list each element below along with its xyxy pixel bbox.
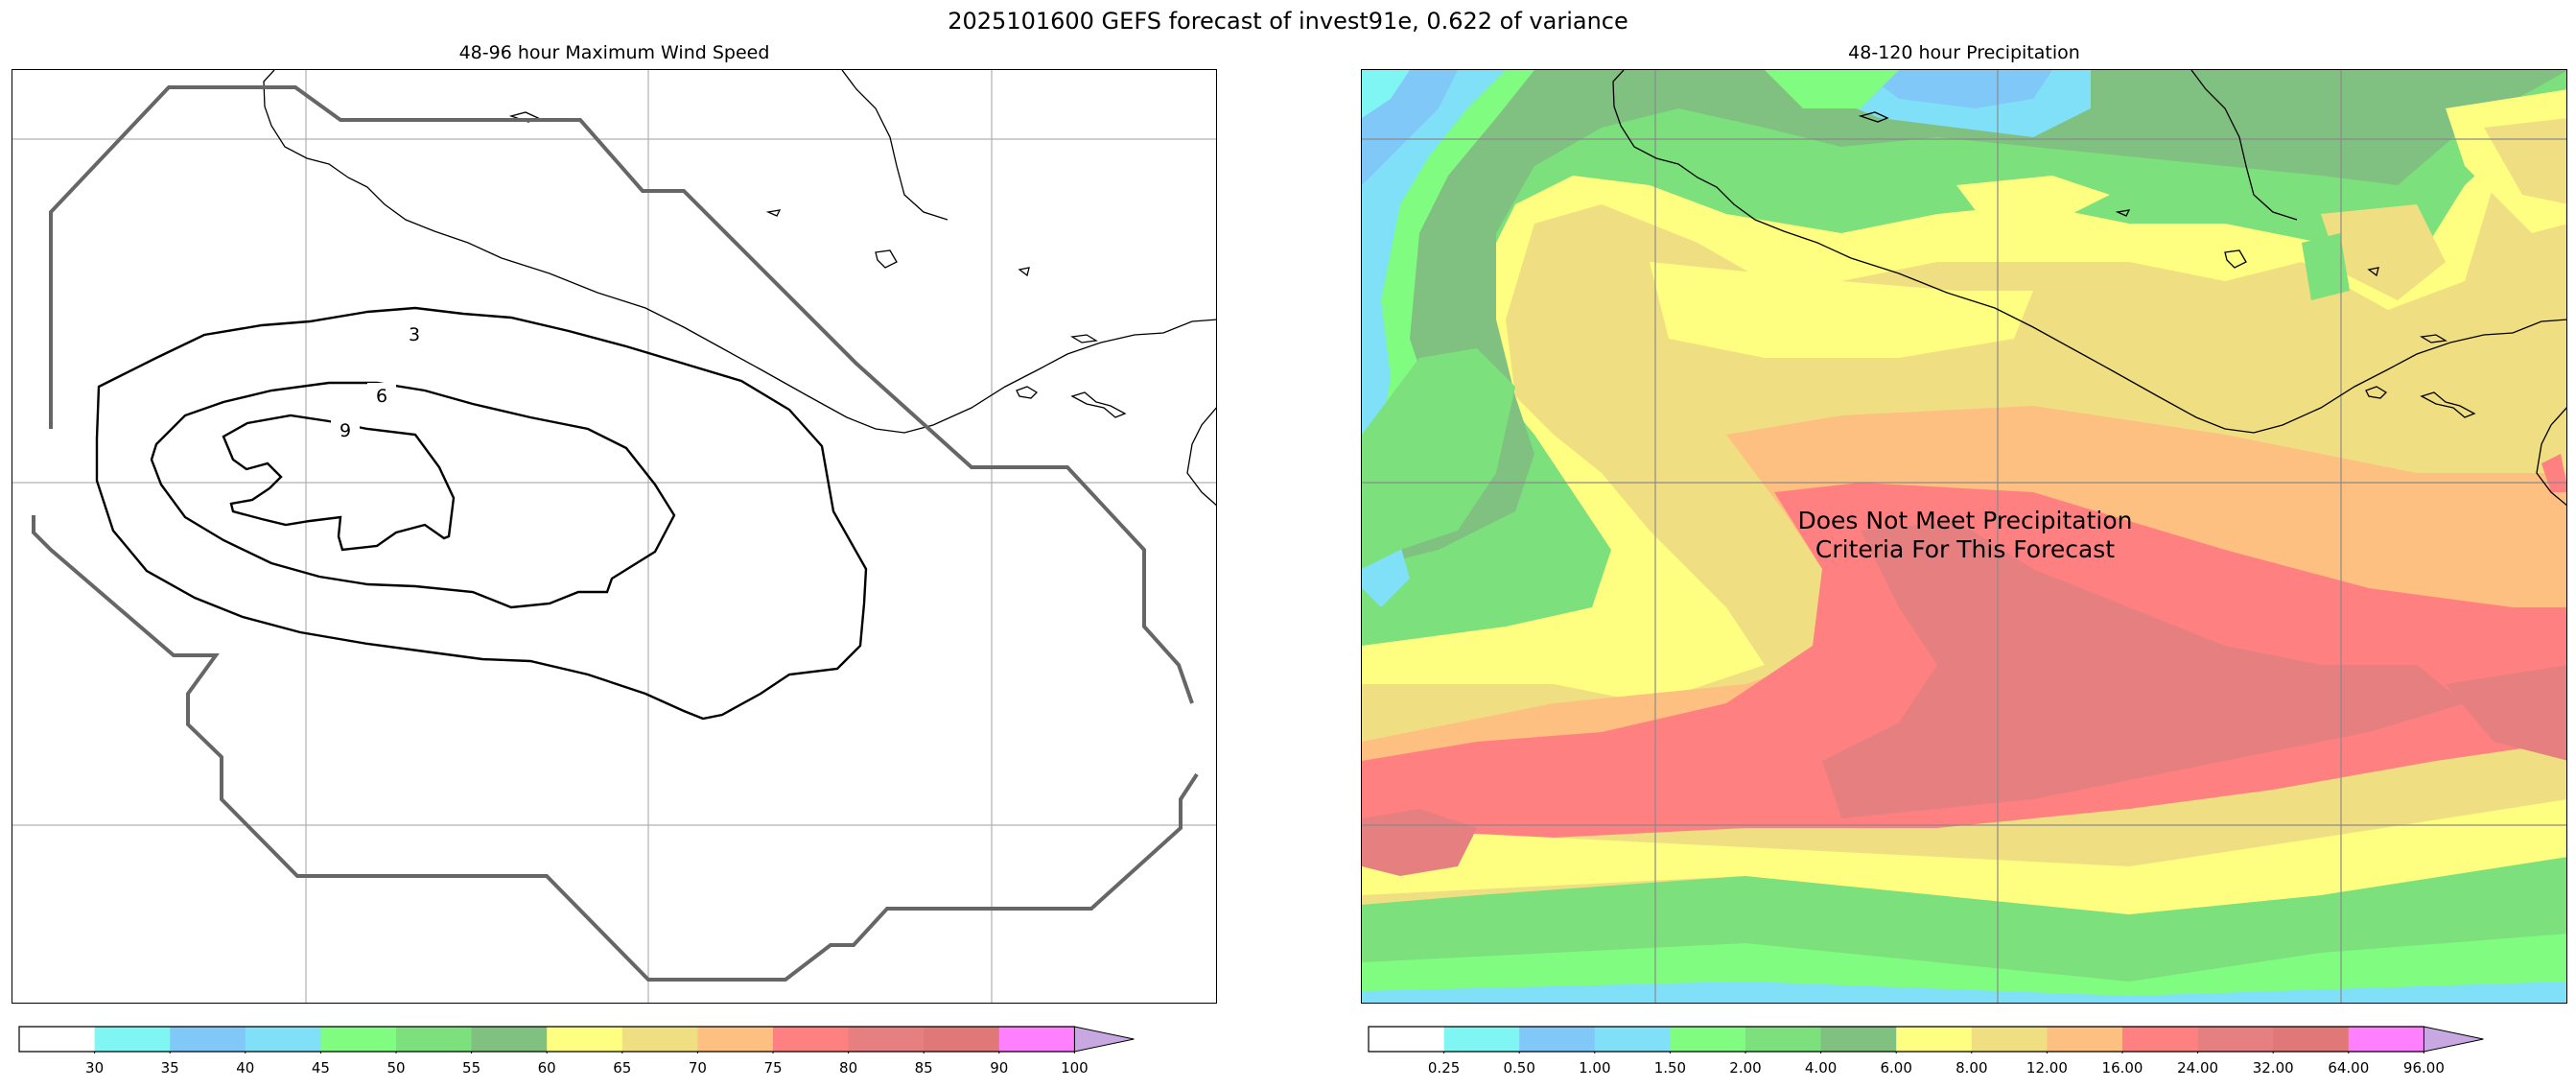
precip-colorbar-tick-label: 1.50 [1653, 1059, 1687, 1077]
wind-colorbar-tick-label: 75 [763, 1059, 783, 1077]
precip-colorbar-segment [2273, 1027, 2350, 1052]
precip-colorbar-tick-label: 0.50 [1503, 1059, 1535, 1077]
precip-fill [1362, 70, 2566, 1003]
wind-speed-map[interactable]: 3 6 9 [12, 69, 1217, 1004]
precip-colorbar [1368, 1026, 2484, 1053]
wind-colorbar-tick-label: 30 [85, 1059, 105, 1077]
precip-colorbar-segment [1594, 1027, 1671, 1052]
precip-colorbar-tick-label: 12.00 [2026, 1059, 2068, 1077]
precip-colorbar-tick-label: 32.00 [2252, 1059, 2294, 1077]
wind-colorbar-tick-label: 100 [1061, 1059, 1089, 1077]
wind-colorbar-segment [848, 1027, 925, 1052]
wind-colorbar-tick-label: 65 [613, 1059, 632, 1077]
precip-colorbar-segment [2047, 1027, 2123, 1052]
gefs-swath-outline [32, 85, 1199, 982]
contour-label-9: 9 [340, 420, 351, 441]
coastline [1612, 70, 2566, 507]
wind-colorbar-segment [245, 1027, 321, 1052]
precip-panel-title: 48-120 hour Precipitation [1848, 42, 2080, 63]
wind-colorbar-segment [773, 1027, 850, 1052]
wind-panel-title: 48-96 hour Maximum Wind Speed [458, 42, 770, 63]
message-line-1: Does Not Meet Precipitation [1797, 507, 2133, 534]
coastline [263, 70, 1216, 507]
precip-colorbar-tick-label: 8.00 [1955, 1059, 1988, 1077]
wind-colorbar-tick-label: 80 [839, 1059, 858, 1077]
precip-colorbar-tick-label: 96.00 [2402, 1059, 2445, 1077]
message-line-2: Criteria For This Forecast [1815, 535, 2116, 563]
wind-colorbar [18, 1026, 1135, 1053]
precip-colorbar-tick-label: 1.00 [1579, 1059, 1611, 1077]
precip-criteria-message: Does Not Meet Precipitation Criteria For… [1362, 507, 2566, 564]
precipitation-map[interactable]: Does Not Meet Precipitation Criteria For… [1361, 69, 2567, 1004]
precip-colorbar-segment [1896, 1027, 1973, 1052]
wind-colorbar-tick-label: 70 [688, 1059, 707, 1077]
precip-colorbar-segment [1820, 1027, 1897, 1052]
wind-contours [95, 306, 868, 721]
wind-colorbar-tick-label: 85 [914, 1059, 933, 1077]
precip-colorbar-segment [1670, 1027, 1746, 1052]
wind-colorbar-tick-label: 55 [462, 1059, 481, 1077]
wind-colorbar-segment [396, 1027, 473, 1052]
figure-title: 2025101600 GEFS forecast of invest91e, 0… [948, 8, 1628, 35]
wind-colorbar-segment [19, 1027, 96, 1052]
precip-colorbar-segment [1745, 1027, 1822, 1052]
precip-colorbar-segment [1443, 1027, 1520, 1052]
precip-colorbar-tick-label: 6.00 [1880, 1059, 1912, 1077]
wind-colorbar-segment [471, 1027, 548, 1052]
wind-colorbar-segment [547, 1027, 623, 1052]
gridlines [12, 70, 1216, 1003]
wind-colorbar-tick-label: 60 [537, 1059, 556, 1077]
precip-colorbar-tick-label: 2.00 [1729, 1059, 1762, 1077]
precip-colorbar-segment [1519, 1027, 1596, 1052]
wind-colorbar-tick-label: 50 [386, 1059, 406, 1077]
wind-colorbar-tick-label: 45 [311, 1059, 330, 1077]
wind-colorbar-segment [998, 1027, 1075, 1052]
wind-colorbar-tick-label: 35 [160, 1059, 179, 1077]
precip-colorbar-tick-label: 4.00 [1804, 1059, 1838, 1077]
precip-colorbar-extend-arrow [2423, 1026, 2484, 1053]
wind-colorbar-segment [697, 1027, 774, 1052]
wind-colorbar-segment [924, 1027, 1000, 1052]
precip-colorbar-segment [2348, 1027, 2424, 1052]
wind-map-canvas: 3 6 9 [12, 70, 1216, 1003]
wind-colorbar-segment [170, 1027, 246, 1052]
contour-label-3: 3 [409, 324, 420, 345]
wind-colorbar-tick-label: 40 [236, 1059, 255, 1077]
contour-label-6: 6 [376, 386, 387, 407]
wind-colorbar-segment [94, 1027, 171, 1052]
precip-colorbar-segment [1971, 1027, 2048, 1052]
precip-map-canvas [1362, 70, 2566, 1003]
precip-colorbar-tick-label: 24.00 [2177, 1059, 2219, 1077]
precip-colorbar-segment [2197, 1027, 2274, 1052]
wind-colorbar-segment [621, 1027, 698, 1052]
precip-colorbar-tick-label: 64.00 [2328, 1059, 2370, 1077]
wind-colorbar-extend-arrow [1073, 1026, 1135, 1053]
precip-colorbar-tick-label: 0.25 [1427, 1059, 1461, 1077]
precip-colorbar-tick-label: 16.00 [2101, 1059, 2143, 1077]
wind-colorbar-tick-label: 90 [990, 1059, 1009, 1077]
precip-colorbar-segment [2122, 1027, 2199, 1052]
wind-colorbar-segment [320, 1027, 397, 1052]
gridlines [1362, 70, 2566, 1003]
precip-colorbar-segment [1369, 1027, 1445, 1052]
